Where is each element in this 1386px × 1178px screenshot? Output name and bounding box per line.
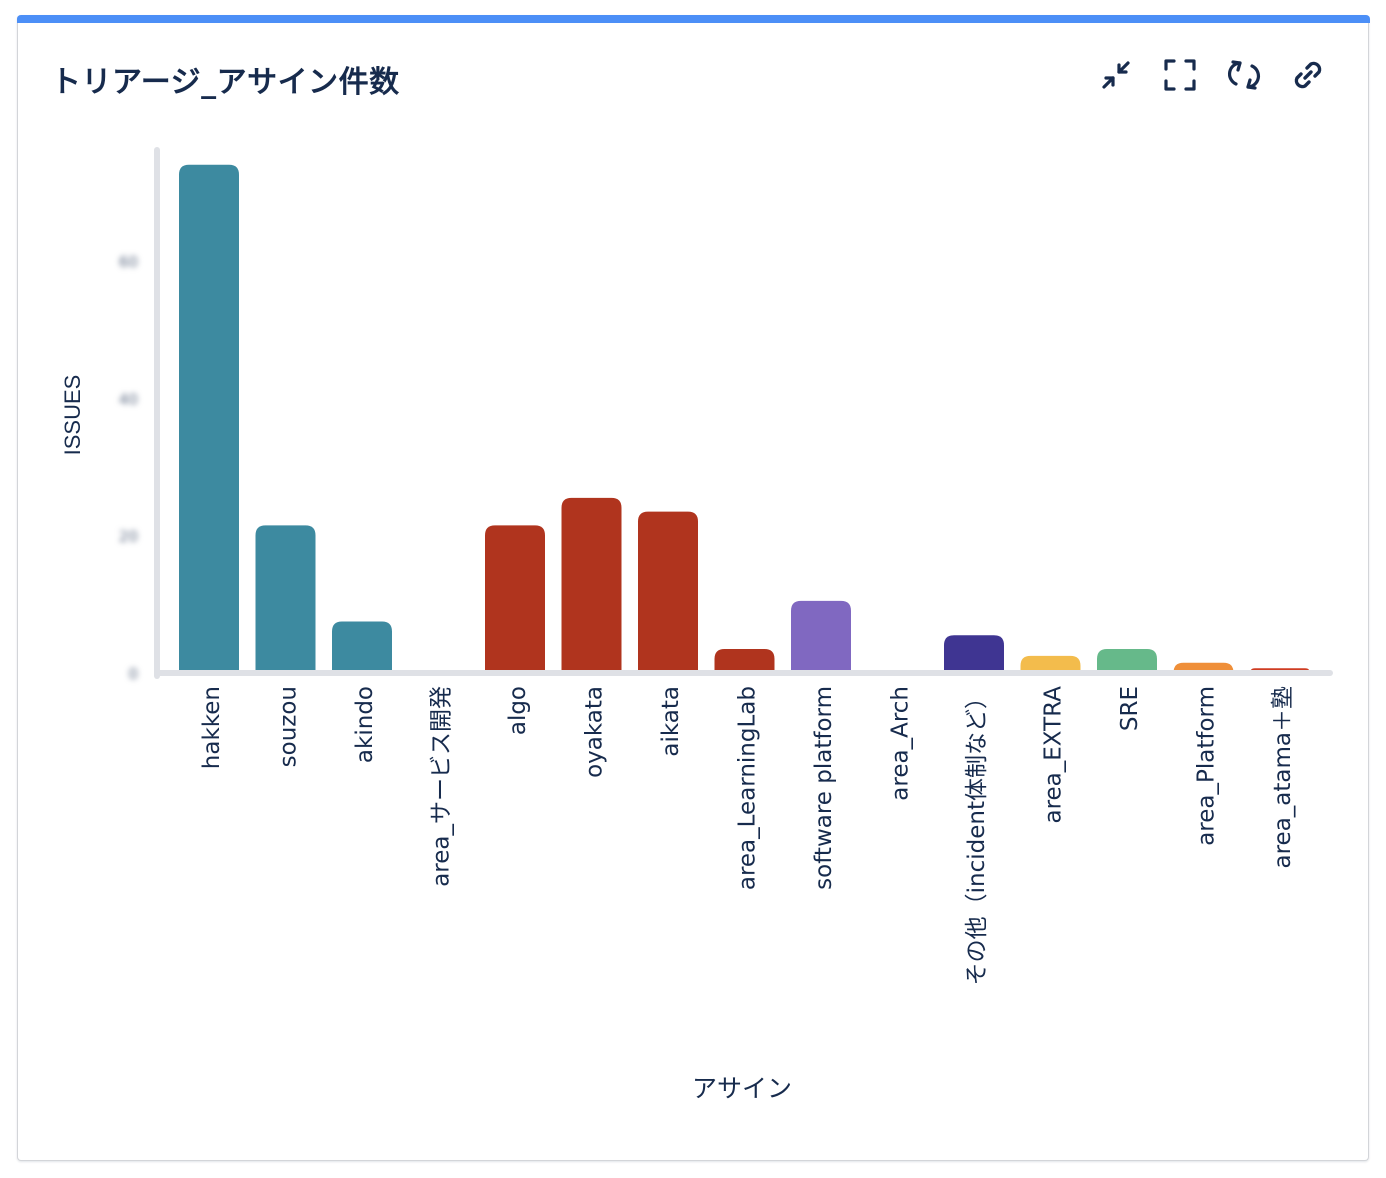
bar-4[interactable] (485, 525, 545, 673)
x-tick-label: area_atama＋塾 (1270, 686, 1296, 869)
chart-title: トリアージ_アサイン件数 (51, 65, 400, 100)
x-tick-label: area_Arch (888, 686, 914, 801)
bar-10[interactable] (944, 635, 1004, 673)
bar-2[interactable] (332, 621, 392, 673)
x-tick-label: SRE (1117, 686, 1143, 731)
x-tick-label: その他（incident体制など） (964, 686, 990, 985)
refresh-button[interactable] (1224, 55, 1264, 95)
bar-11[interactable] (1020, 655, 1081, 673)
x-tick-label: souzou (276, 686, 302, 767)
refresh-icon (1227, 60, 1261, 90)
bar-1[interactable] (255, 525, 316, 673)
bar-7[interactable] (714, 648, 775, 673)
card-toolbar (1096, 55, 1328, 95)
x-tick-label: oyakata (582, 686, 608, 778)
y-axis-title: ISSUES (60, 375, 85, 456)
card-accent-bar (17, 15, 1370, 23)
link-icon (1294, 61, 1322, 89)
y-tick-label: 20 (119, 528, 138, 546)
y-tick-label: 40 (119, 390, 138, 408)
x-tick-label: area_LearningLab (735, 686, 761, 890)
minimize-icon (1102, 61, 1130, 89)
x-axis-title: アサイン (692, 1074, 792, 1103)
x-tick-label: aikata (658, 686, 684, 757)
x-tick-label: algo (505, 686, 531, 735)
x-tick-label: akindo (352, 686, 378, 763)
x-tick-label: hakken (199, 686, 225, 769)
y-tick-label: 60 (119, 253, 138, 271)
bar-6[interactable] (638, 511, 698, 673)
link-button[interactable] (1288, 55, 1328, 95)
bar-8[interactable] (791, 600, 851, 673)
minimize-button[interactable] (1096, 55, 1136, 95)
bar-0[interactable] (179, 164, 239, 673)
x-tick-label: software platform (811, 686, 837, 890)
bar-5[interactable] (561, 497, 622, 673)
fullscreen-icon (1164, 59, 1196, 91)
y-tick-label: 0 (128, 665, 138, 683)
bar-12[interactable] (1097, 648, 1157, 673)
x-tick-label: area_サービス開発 (429, 686, 455, 887)
fullscreen-button[interactable] (1160, 55, 1200, 95)
x-tick-label: area_EXTRA (1041, 686, 1067, 824)
x-tick-label: area_Platform (1194, 686, 1220, 846)
